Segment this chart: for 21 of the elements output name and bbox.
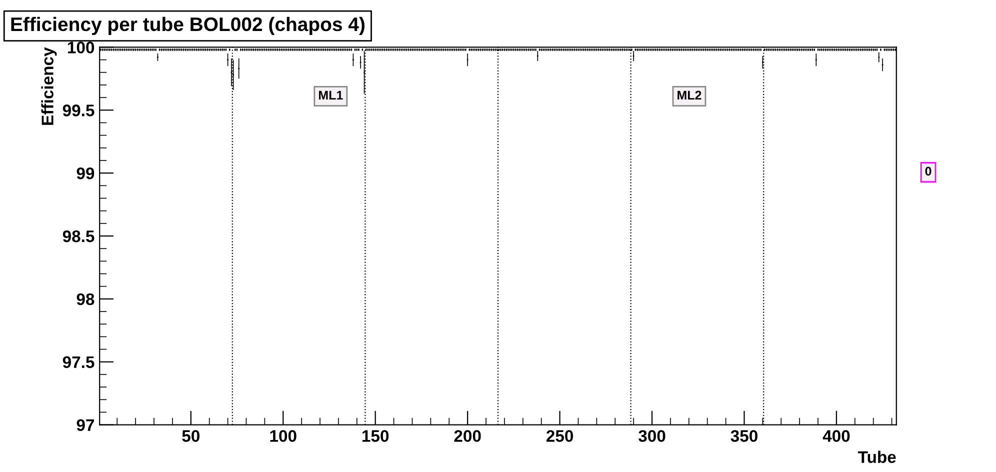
y-axis-title: Efficiency xyxy=(41,47,57,125)
chart-title: Efficiency per tube BOL002 (chapos 4) xyxy=(11,16,364,36)
x-tick-label: 250 xyxy=(546,430,574,442)
y-tick-label: 97.5 xyxy=(62,356,94,368)
y-tick-label: 98.5 xyxy=(62,230,94,242)
x-tick-label: 400 xyxy=(822,430,850,442)
x-tick-label: 350 xyxy=(730,430,758,442)
text: 0 xyxy=(925,166,932,176)
x-tick-label: 300 xyxy=(638,430,666,442)
x-tick-label: 100 xyxy=(270,430,296,442)
annotation: ML1 xyxy=(319,90,343,100)
y-tick-label: 99 xyxy=(76,167,94,180)
x-tick-label: 150 xyxy=(362,430,389,442)
y-tick-label: 99.5 xyxy=(62,104,94,116)
y-tick-label: 98 xyxy=(76,293,94,306)
y-tick-label: 100 xyxy=(68,42,94,54)
y-tick-label: 97 xyxy=(76,419,94,432)
x-axis-title: Tube xyxy=(858,450,896,463)
x-tick-label: 200 xyxy=(454,430,481,442)
annotation: ML2 xyxy=(678,90,702,100)
x-tick-label: 50 xyxy=(182,430,200,442)
